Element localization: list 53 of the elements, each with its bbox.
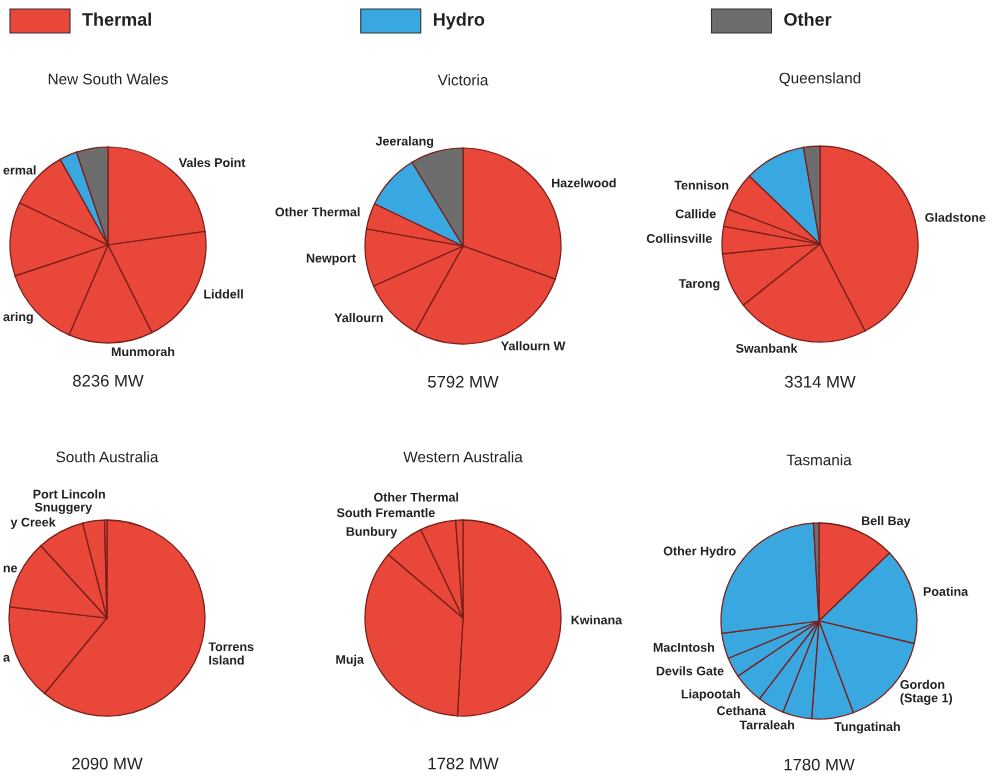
text: 8236 MW [73, 374, 144, 387]
slice-label: Tennison [674, 180, 729, 190]
category-label: Other [784, 12, 832, 26]
slice-label: Liddell [204, 289, 243, 299]
slice-label: Gordon (Stage 1) [900, 679, 953, 705]
chart-title: Tasmania [786, 454, 852, 466]
slice-label: Devils Gate [656, 666, 724, 676]
slice-label: Newport [306, 253, 356, 265]
slice-label: Bunbury [346, 526, 398, 539]
slice-label: Kwinana [571, 615, 623, 625]
chart-title: New South Wales [48, 73, 168, 85]
slice-label: MacIntosh [653, 642, 714, 652]
category-label: Thermal [82, 12, 151, 26]
slice-label: Vales Point [178, 157, 246, 168]
slice-label: South Fremantle [336, 508, 435, 518]
slice-label: Cethana [717, 705, 766, 716]
chart-title: Queensland [779, 72, 861, 87]
slice-label: Tarraleah [739, 720, 795, 730]
chart-title: Victoria [437, 74, 489, 86]
slice-label: Hazelwood [552, 178, 616, 188]
slice-label: Collinsville [646, 233, 712, 243]
slice-label: Callide [675, 209, 716, 219]
slice-label: Muja [336, 654, 365, 667]
slice-label: Swanbank [736, 343, 798, 353]
slice-label: Other Thermal [275, 207, 360, 217]
slice-label: Gladstone [925, 212, 986, 222]
slice-label: Bell Bay [862, 515, 911, 528]
slice-label: Port Lincoln [33, 489, 105, 499]
slice-label: Tungatinah [834, 721, 900, 734]
slice-label: aring [3, 311, 33, 324]
slice-label: a [3, 654, 11, 662]
chart-title: South Australia [56, 451, 159, 463]
slice-label: ermal [3, 165, 36, 175]
slice-label: Snuggery [34, 502, 93, 515]
text: 1780 MW [784, 758, 855, 771]
slice-label: Other Hydro [663, 546, 736, 558]
text: 3314 MW [784, 375, 856, 388]
slice-label: Yallourn [334, 312, 383, 323]
slice-label: Torrens Island [208, 642, 254, 665]
slice-label: Other Thermal [374, 492, 459, 502]
slice-label: ne [3, 565, 18, 573]
slice-label: Tarong [678, 279, 720, 291]
text: 1782 MW [428, 757, 499, 770]
slice-label: Poatina [923, 586, 969, 596]
text: 5792 MW [428, 375, 499, 388]
slice-label: Liapootah [681, 689, 740, 701]
text: 2090 MW [72, 757, 143, 770]
slice-label: Yallourn W [501, 341, 566, 351]
category-label: Hydro [433, 12, 485, 30]
chart-title: Western Australia [403, 451, 523, 463]
slice-label: Munmorah [111, 346, 175, 357]
slice-label: Jeeralang [375, 136, 434, 149]
slice-label: y Creek [10, 517, 56, 530]
